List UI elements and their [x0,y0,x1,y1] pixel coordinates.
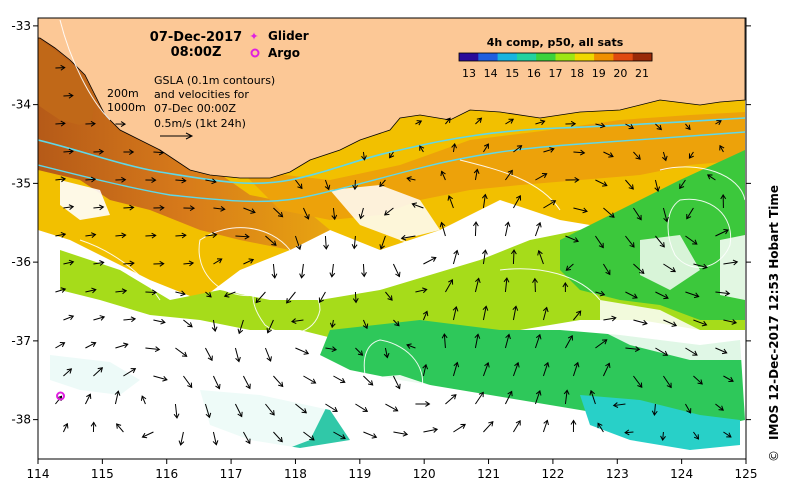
nodata-patch-6 [720,235,745,300]
x-tick-label: 117 [220,467,243,481]
gsla-line-3: 07-Dec 00:00Z [154,102,236,115]
y-tick-label: -37 [11,334,31,348]
colorbar-swatch [478,53,498,61]
colorbar-swatch [575,53,595,61]
colorbar-swatch [498,53,518,61]
colorbar-tick-label: 19 [592,67,606,80]
y-tick-label: -35 [11,176,31,190]
argo-label: Argo [268,46,300,60]
x-tick-label: 118 [284,467,307,481]
colorbar-swatch [536,53,556,61]
copyright-icon: © [767,450,781,462]
colorbar-tick-label: 21 [635,67,649,80]
colorbar-tick-label: 20 [613,67,627,80]
colorbar-swatch [633,53,653,61]
colorbar-tick-label: 17 [549,67,563,80]
colorbar-swatch [613,53,633,61]
x-tick-label: 114 [27,467,50,481]
gsla-line-1: GSLA (0.1m contours) [154,74,275,87]
x-tick-label: 119 [348,467,371,481]
x-tick-label: 115 [91,467,114,481]
x-tick-label: 124 [670,467,693,481]
colorbar-tick-labels: 13 14 15 16 17 18 19 20 21 [462,67,649,80]
glider-label: Glider [268,29,309,43]
time-label: 08:00Z [171,45,222,60]
date-label: 07-Dec-2017 [150,30,242,45]
y-tick-label: -36 [11,255,31,269]
x-tick-label: 121 [477,467,500,481]
colorbar-swatch [556,53,576,61]
colorbar-swatch [594,53,614,61]
x-tick-label: 122 [541,467,564,481]
velocity-scale-label: 0.5m/s (1kt 24h) [154,117,246,130]
x-tick-label: 125 [735,467,758,481]
colorbar-swatch [517,53,537,61]
colorbar-tick-label: 13 [462,67,476,80]
depth-200m-label: 200m [107,87,139,100]
y-tick-label: -38 [11,413,31,427]
colorbar-swatches [459,53,653,61]
y-tick-label: -33 [11,19,31,33]
colorbar-swatch [459,53,479,61]
credit-label: IMOS 12-Dec-2017 12:53 Hobart Time [767,185,781,440]
x-tick-label: 120 [413,467,436,481]
depth-1000m-label: 1000m [107,101,146,114]
colorbar-tick-label: 18 [570,67,584,80]
map-plot-area [38,18,746,459]
colorbar-tick-label: 16 [527,67,541,80]
colorbar-tick-label: 14 [484,67,498,80]
x-axis-ticks: 114 115 116 117 118 119 120 121 122 123 124 125 [27,459,758,481]
y-tick-label: -34 [11,98,31,112]
x-tick-label: 116 [155,467,178,481]
glider-marker-icon: ✦ [249,30,258,43]
colorbar-title: 4h comp, p50, all sats [487,36,624,49]
x-tick-label: 123 [606,467,629,481]
colorbar-tick-label: 15 [505,67,519,80]
gsla-line-2: and velocities for [154,88,249,101]
